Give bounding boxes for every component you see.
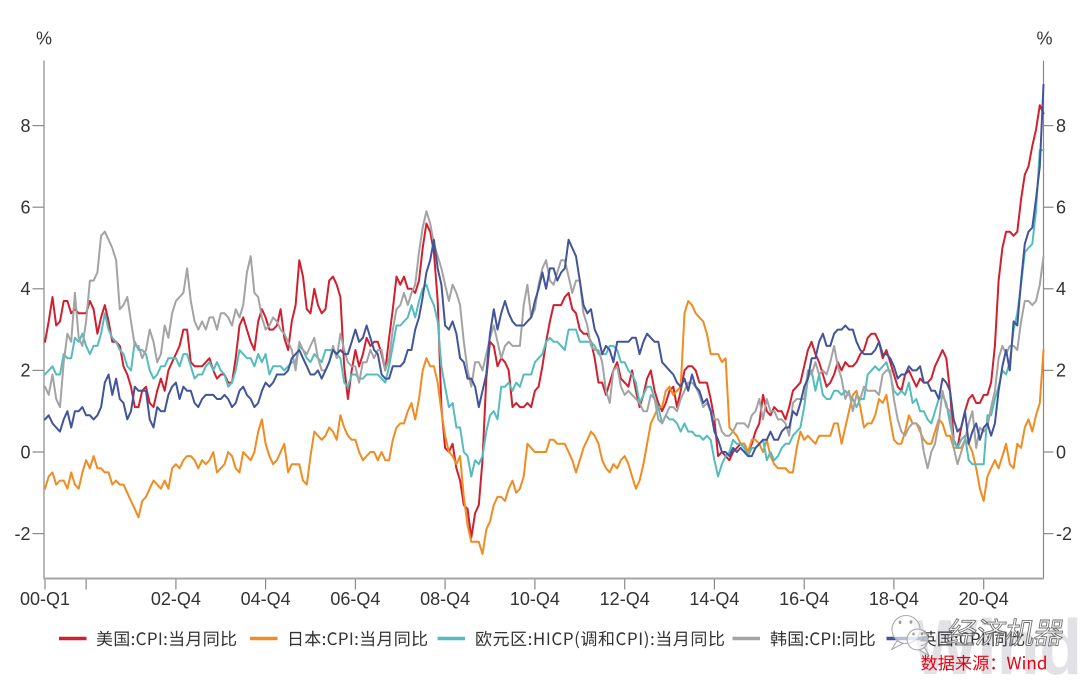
- svg-text:00-Q1: 00-Q1: [20, 589, 70, 609]
- svg-text:2: 2: [1056, 361, 1066, 381]
- svg-text:2: 2: [20, 361, 30, 381]
- svg-text:-2: -2: [1056, 524, 1072, 544]
- svg-text:08-Q4: 08-Q4: [420, 589, 470, 609]
- svg-text:4: 4: [1056, 279, 1066, 299]
- svg-text:04-Q4: 04-Q4: [241, 589, 291, 609]
- svg-text:4: 4: [20, 279, 30, 299]
- svg-text:6: 6: [1056, 198, 1066, 218]
- svg-text:18-Q4: 18-Q4: [869, 589, 919, 609]
- svg-text:%: %: [36, 29, 52, 49]
- svg-text:20-Q4: 20-Q4: [959, 589, 1009, 609]
- svg-text:0: 0: [1056, 442, 1066, 462]
- svg-text:12-Q4: 12-Q4: [600, 589, 650, 609]
- svg-text:8: 8: [20, 116, 30, 136]
- svg-text:02-Q4: 02-Q4: [151, 589, 201, 609]
- svg-text:8: 8: [1056, 116, 1066, 136]
- svg-text:10-Q4: 10-Q4: [510, 589, 560, 609]
- svg-text:%: %: [1036, 29, 1052, 49]
- svg-text:-2: -2: [14, 524, 30, 544]
- svg-text:06-Q4: 06-Q4: [330, 589, 380, 609]
- svg-text:6: 6: [20, 198, 30, 218]
- svg-text:16-Q4: 16-Q4: [779, 589, 829, 609]
- svg-text:0: 0: [20, 442, 30, 462]
- svg-text:14-Q4: 14-Q4: [689, 589, 739, 609]
